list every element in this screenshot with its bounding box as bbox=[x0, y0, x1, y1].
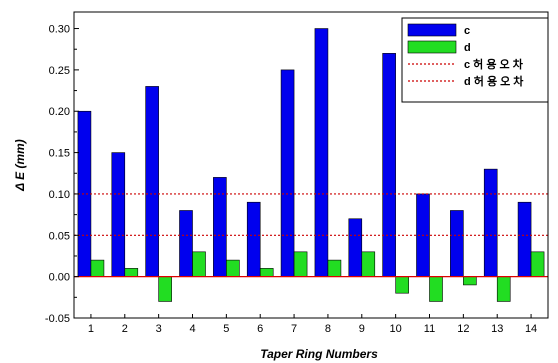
bar-d-13 bbox=[496, 276, 511, 302]
axes-layer: -0.050.000.050.100.150.200.250.301 2 3 4 5 6 7… bbox=[45, 11, 549, 335]
y-tick-label: -0.05 bbox=[45, 313, 70, 325]
x-axis-label: Taper Ring Numbers bbox=[260, 347, 378, 361]
y-axis-label: Δ E (mm) bbox=[13, 139, 27, 192]
plot-frame bbox=[73, 11, 549, 319]
bar-c-14 bbox=[517, 201, 532, 277]
bar-d-3 bbox=[158, 276, 172, 302]
reference-lines-layer bbox=[74, 193, 548, 278]
x-tick-label: 4 bbox=[189, 323, 195, 335]
bar-d-6 bbox=[259, 268, 274, 277]
bar-c-12 bbox=[450, 210, 464, 277]
bar-c-6 bbox=[246, 201, 261, 277]
bar-c-2 bbox=[111, 152, 126, 277]
legend-swatch-d bbox=[407, 40, 457, 54]
x-tick-label: 7 bbox=[291, 323, 297, 335]
bar-d-4 bbox=[192, 251, 206, 277]
bar-d-11 bbox=[429, 276, 443, 302]
x-tick-label: 14 bbox=[525, 323, 537, 335]
y-tick-label: 0.15 bbox=[49, 148, 70, 160]
bar-d-14 bbox=[530, 251, 545, 277]
x-tick-label: 2 bbox=[122, 323, 128, 335]
bar-c-5 bbox=[213, 177, 227, 277]
bar-c-7 bbox=[280, 69, 295, 277]
legend-label-reference-2: d 허 용 오 차 bbox=[464, 74, 524, 88]
x-tick-label: 9 bbox=[359, 323, 365, 335]
y-tick-label: 0.05 bbox=[49, 230, 70, 242]
x-tick-label: 5 bbox=[223, 323, 229, 335]
bar-d-10 bbox=[395, 276, 409, 294]
x-tick-label: 11 bbox=[424, 323, 435, 335]
legend: cd c 허 용 오 차 d 허 용 오 차 bbox=[401, 17, 549, 103]
x-tick-label: 1 bbox=[88, 323, 94, 335]
y-tick-label: 0.10 bbox=[49, 189, 70, 201]
bar-d-2 bbox=[124, 268, 139, 277]
bar-c-13 bbox=[483, 168, 498, 277]
bar-d-5 bbox=[226, 259, 240, 277]
legend-swatch-c bbox=[407, 23, 457, 37]
bar-c-9 bbox=[348, 218, 363, 277]
bar-d-7 bbox=[293, 251, 308, 277]
legend-label-reference-1: c 허 용 오 차 bbox=[464, 57, 524, 71]
x-tick-label: 13 bbox=[491, 323, 503, 335]
bar-c-3 bbox=[145, 86, 159, 277]
x-tick-label: 12 bbox=[457, 323, 469, 335]
y-tick-label: 0.20 bbox=[49, 106, 70, 118]
y-tick-label: 0.00 bbox=[49, 272, 70, 284]
x-tick-label: 10 bbox=[390, 323, 402, 335]
bar-c-10 bbox=[382, 53, 396, 277]
bar-d-8 bbox=[327, 259, 342, 277]
bar-d-12 bbox=[463, 276, 477, 286]
x-tick-label: 8 bbox=[325, 323, 331, 335]
bars-layer bbox=[77, 28, 545, 302]
bar-c-8 bbox=[314, 28, 329, 277]
bar-c-4 bbox=[179, 210, 193, 277]
legend-label-d: d bbox=[464, 42, 471, 54]
legend-label-c: c bbox=[464, 25, 470, 37]
y-tick-label: 0.25 bbox=[49, 65, 70, 77]
y-tick-label: 0.30 bbox=[49, 24, 70, 36]
bar-d-9 bbox=[361, 251, 376, 277]
bar-d-1 bbox=[90, 259, 105, 277]
x-tick-label: 3 bbox=[156, 323, 162, 335]
x-tick-label: 6 bbox=[257, 323, 263, 335]
